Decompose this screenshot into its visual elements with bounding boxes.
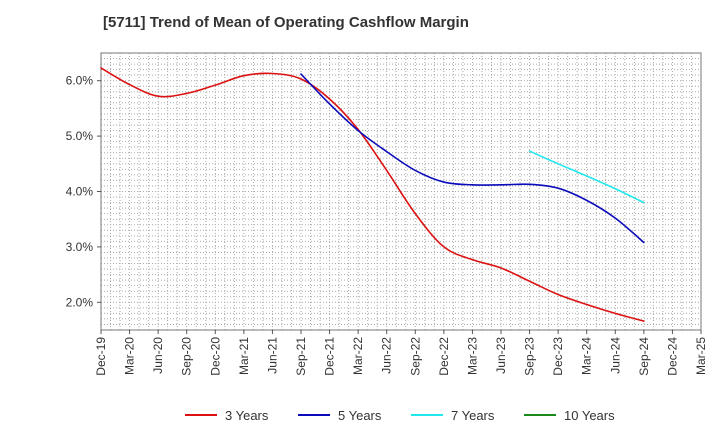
x-tick-label: Sep-21 <box>294 337 308 376</box>
x-tick-label: Jun-23 <box>494 337 508 374</box>
x-tick-label: Sep-24 <box>637 337 651 376</box>
series-lines <box>100 67 645 322</box>
x-tick-label: Dec-23 <box>551 337 565 376</box>
x-tick-label: Mar-20 <box>123 337 137 375</box>
series-line-7-years <box>528 150 645 204</box>
x-tick-label: Mar-24 <box>580 337 594 375</box>
x-tick-label: Mar-25 <box>694 337 708 375</box>
y-tick-label: 6.0% <box>66 74 94 88</box>
series-line-3-years <box>100 67 645 322</box>
x-tick-label: Mar-23 <box>465 337 479 375</box>
legend-label: 7 Years <box>451 408 495 423</box>
legend-label: 5 Years <box>338 408 382 423</box>
x-tick-label: Sep-23 <box>523 337 537 376</box>
x-axis: Dec-19 Mar-20 Jun-20 Sep-20 Dec-20 Mar-21 Jun-… <box>94 330 708 376</box>
x-tick-label: Jun-20 <box>151 337 165 374</box>
x-tick-label: Sep-22 <box>408 337 422 376</box>
y-tick-label: 2.0% <box>66 295 94 309</box>
legend: 3 Years 5 Years 7 Years 10 Years <box>185 408 615 423</box>
y-tick-label: 4.0% <box>66 185 94 199</box>
x-tick-label: Mar-22 <box>351 337 365 375</box>
y-axis: 2.0% 3.0% 4.0% 5.0% 6.0% <box>66 74 101 309</box>
x-tick-label: Dec-21 <box>323 337 337 376</box>
x-tick-label: Mar-21 <box>237 337 251 375</box>
x-tick-label: Sep-20 <box>180 337 194 376</box>
x-tick-label: Dec-20 <box>208 337 222 376</box>
legend-label: 3 Years <box>225 408 269 423</box>
chart-title: [5711] Trend of Mean of Operating Cashfl… <box>103 14 469 31</box>
y-tick-label: 5.0% <box>66 129 94 143</box>
series-line-5-years <box>300 73 645 244</box>
y-tick-label: 3.0% <box>66 240 94 254</box>
x-tick-label: Jun-24 <box>608 337 622 374</box>
x-tick-label: Jun-21 <box>265 337 279 374</box>
legend-label: 10 Years <box>564 408 615 423</box>
x-tick-label: Dec-24 <box>665 337 679 376</box>
x-tick-label: Dec-22 <box>437 337 451 376</box>
x-tick-label: Dec-19 <box>94 337 108 376</box>
x-tick-label: Jun-22 <box>380 337 394 374</box>
